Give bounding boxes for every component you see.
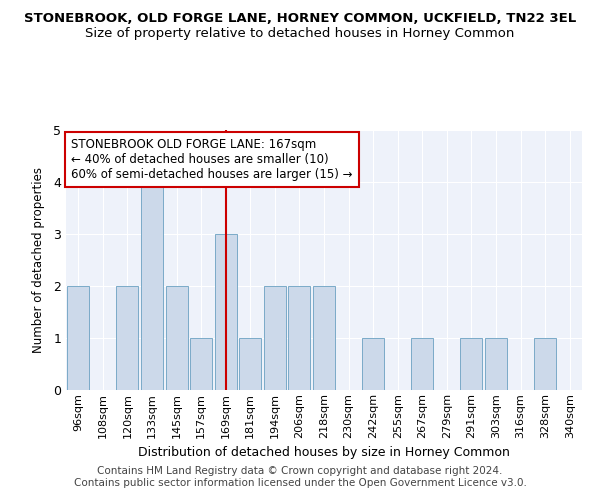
Bar	[289, 286, 310, 390]
Bar	[460, 338, 482, 390]
Bar	[190, 338, 212, 390]
Bar	[534, 338, 556, 390]
Bar	[411, 338, 433, 390]
Text: STONEBROOK OLD FORGE LANE: 167sqm
← 40% of detached houses are smaller (10)
60% : STONEBROOK OLD FORGE LANE: 167sqm ← 40% …	[71, 138, 353, 181]
Bar	[313, 286, 335, 390]
Bar	[116, 286, 139, 390]
Text: Size of property relative to detached houses in Horney Common: Size of property relative to detached ho…	[85, 28, 515, 40]
X-axis label: Distribution of detached houses by size in Horney Common: Distribution of detached houses by size …	[138, 446, 510, 459]
Bar	[141, 182, 163, 390]
Text: Contains HM Land Registry data © Crown copyright and database right 2024.
Contai: Contains HM Land Registry data © Crown c…	[74, 466, 526, 487]
Bar	[239, 338, 262, 390]
Bar	[264, 286, 286, 390]
Bar	[215, 234, 237, 390]
Bar	[166, 286, 188, 390]
Text: STONEBROOK, OLD FORGE LANE, HORNEY COMMON, UCKFIELD, TN22 3EL: STONEBROOK, OLD FORGE LANE, HORNEY COMMO…	[24, 12, 576, 26]
Y-axis label: Number of detached properties: Number of detached properties	[32, 167, 45, 353]
Bar	[362, 338, 384, 390]
Bar	[485, 338, 507, 390]
Bar	[67, 286, 89, 390]
